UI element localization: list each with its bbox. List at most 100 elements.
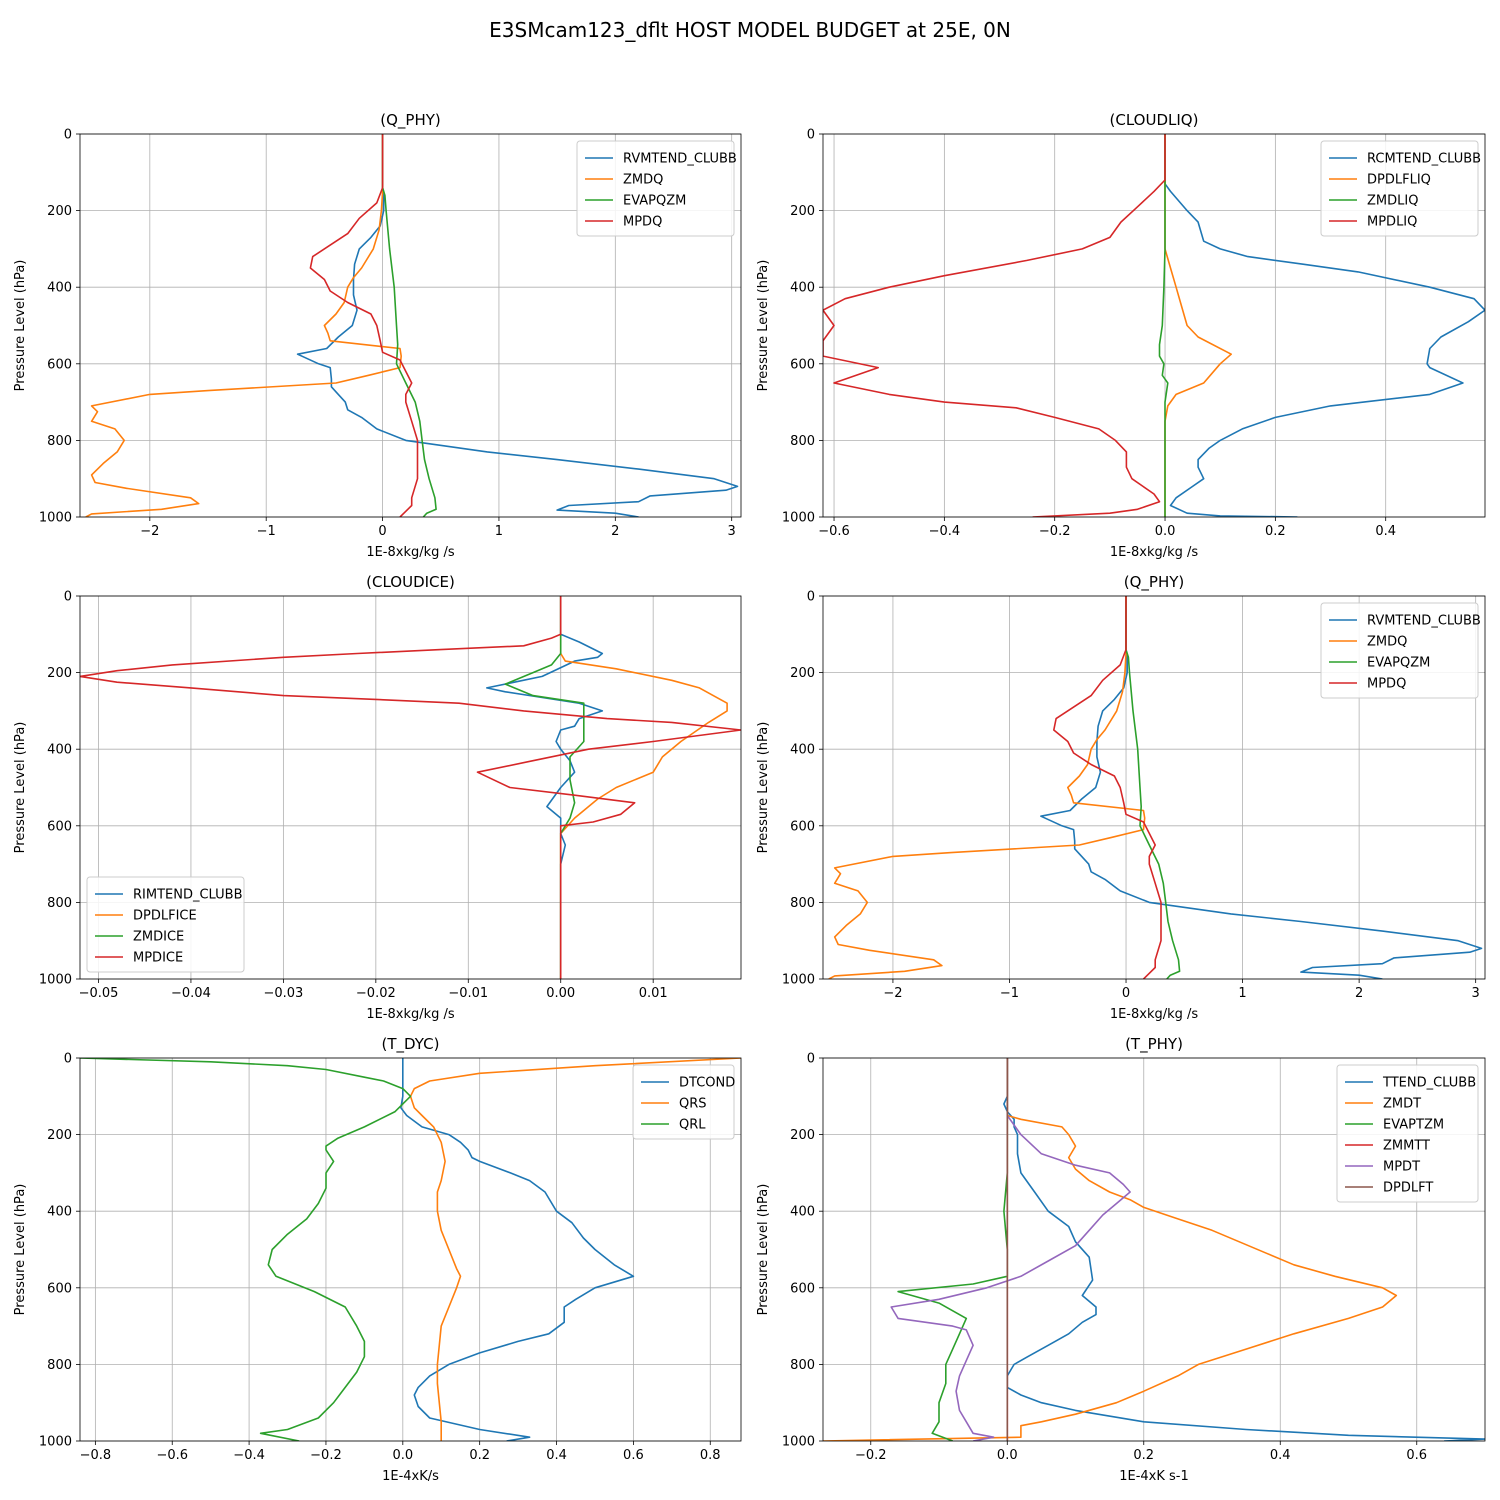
series-line-mpdq — [1053, 596, 1162, 979]
chart-panel-1: −2 −1 0 1 2 3 0 200 400 600 800 1000 (Q_PHY) 1E-8xkg/… — [13, 111, 742, 560]
x-axis-label: 1E-8xkg/kg /s — [366, 1007, 455, 1022]
legend: RVMTEND_CLUBB ZMDQ EVAPQZM MPDQ — [576, 140, 737, 237]
y-tick-label: 200 — [47, 204, 72, 219]
legend-label: DPDLFLIQ — [1367, 173, 1431, 188]
legend-box — [1320, 140, 1479, 237]
series-line-zmdliq — [1158, 134, 1169, 517]
series-line-evaptzm — [897, 1058, 1009, 1441]
x-tick-label: 0 — [1122, 986, 1130, 1001]
series-line-zmdice — [504, 596, 585, 979]
y-tick-label: 600 — [790, 819, 815, 834]
y-axis-label: Pressure Level (hPa) — [756, 1184, 771, 1316]
x-axis-label: 1E-8xkg/kg /s — [366, 545, 455, 560]
x-axis-label: 1E-8xkg/kg /s — [1110, 545, 1199, 560]
plot-frame — [79, 133, 742, 518]
x-tick-label: 1 — [1238, 986, 1246, 1001]
y-tick-label: 800 — [790, 896, 815, 911]
x-tick-label: −0.4 — [929, 524, 961, 539]
legend-label: ZMDICE — [133, 930, 184, 945]
y-axis-label: Pressure Level (hPa) — [13, 260, 28, 392]
y-tick-label: 400 — [790, 1205, 815, 1220]
y-tick-label: 1000 — [782, 511, 815, 526]
x-tick-label: −0.6 — [156, 1448, 188, 1463]
legend-box — [576, 140, 735, 237]
x-tick-label: 0.4 — [546, 1448, 567, 1463]
series-line-zmdq — [85, 134, 403, 517]
legend: RIMTEND_CLUBB DPDLFICE ZMDICE MPDICE — [86, 876, 245, 973]
y-tick-label: 200 — [47, 1128, 72, 1143]
x-tick-label: −0.02 — [356, 986, 396, 1001]
series-line-mpdliq — [823, 134, 1166, 517]
y-tick-label: 400 — [47, 1205, 72, 1220]
legend-label: QRS — [679, 1097, 707, 1112]
x-tick-label: 0.2 — [1265, 524, 1286, 539]
legend-label: MPDQ — [1367, 677, 1406, 692]
x-tick-label: −2 — [140, 524, 159, 539]
legend-box — [1320, 602, 1479, 699]
x-tick-label: −1 — [257, 524, 276, 539]
y-tick-label: 200 — [790, 204, 815, 219]
series-line-rimtend_clubb — [485, 596, 604, 979]
x-tick-label: 0.2 — [1133, 1448, 1154, 1463]
y-tick-label: 800 — [47, 1358, 72, 1373]
y-tick-label: 1000 — [39, 511, 72, 526]
x-tick-label: 0.01 — [639, 986, 668, 1001]
legend-label: ZMDT — [1383, 1097, 1421, 1112]
x-tick-label: 0.6 — [1406, 1448, 1427, 1463]
x-tick-label: 0.0 — [392, 1448, 413, 1463]
y-tick-label: 0 — [807, 590, 815, 605]
y-tick-label: 600 — [47, 357, 72, 372]
series-line-rcmtend_clubb — [1164, 134, 1485, 517]
series-line-evapqzm — [381, 134, 437, 517]
legend-label: EVAPQZM — [1367, 656, 1430, 671]
x-tick-label: −0.03 — [263, 986, 303, 1001]
x-tick-label: −0.04 — [171, 986, 211, 1001]
series-line-mpdt — [890, 1058, 1131, 1441]
y-tick-label: 800 — [47, 434, 72, 449]
x-tick-label: −0.2 — [1039, 524, 1071, 539]
plot-frame — [79, 1057, 742, 1442]
chart-panel-5: −0.8 −0.6 −0.4 −0.2 0.0 0.2 0.4 0.6 0.8 0 200 400 60… — [13, 1035, 742, 1484]
legend-label: QRL — [679, 1118, 706, 1133]
y-tick-label: 600 — [47, 1281, 72, 1296]
x-tick-label: 2 — [611, 524, 619, 539]
y-tick-label: 0 — [807, 128, 815, 143]
x-tick-label: 0 — [378, 524, 386, 539]
y-axis-label: Pressure Level (hPa) — [756, 722, 771, 854]
legend-label: RVMTEND_CLUBB — [623, 152, 737, 167]
y-tick-label: 400 — [47, 743, 72, 758]
plot-frame — [822, 133, 1486, 518]
legend-label: RIMTEND_CLUBB — [133, 888, 243, 903]
y-tick-label: 400 — [790, 281, 815, 296]
legend-label: MPDQ — [623, 215, 662, 230]
legend: RCMTEND_CLUBB DPDLFLIQ ZMDLIQ MPDLIQ — [1320, 140, 1481, 237]
figure-title: E3SMcam123_dflt HOST MODEL BUDGET at 25E… — [489, 18, 1011, 42]
x-tick-label: −0.05 — [79, 986, 119, 1001]
y-tick-label: 0 — [64, 128, 72, 143]
x-tick-label: 0.4 — [1375, 524, 1396, 539]
legend: RVMTEND_CLUBB ZMDQ EVAPQZM MPDQ — [1320, 602, 1481, 699]
legend-label: MPDLIQ — [1367, 215, 1417, 230]
legend-label: ZMDQ — [1367, 635, 1407, 650]
x-tick-label: 2 — [1355, 986, 1363, 1001]
series-line-zmdt — [823, 1058, 1398, 1441]
panel-title: (Q_PHY) — [1124, 573, 1185, 592]
chart-panel-2: −0.6 −0.4 −0.2 0.0 0.2 0.4 0 200 400 600 800 1000 (C… — [756, 111, 1486, 560]
panel-title: (CLOUDLIQ) — [1110, 111, 1199, 129]
legend-label: RCMTEND_CLUBB — [1367, 152, 1481, 167]
chart-panel-4: −2 −1 0 1 2 3 0 200 400 600 800 1000 (Q_PHY) 1E-8xkg/… — [756, 573, 1486, 1022]
legend-label: EVAPQZM — [623, 194, 686, 209]
y-tick-label: 200 — [47, 666, 72, 681]
x-tick-label: 0.0 — [1155, 524, 1176, 539]
panel-title: (CLOUDICE) — [366, 573, 455, 591]
series-line-qrs — [409, 1058, 741, 1441]
y-axis-label: Pressure Level (hPa) — [13, 722, 28, 854]
x-axis-label: 1E-4xK s-1 — [1119, 1469, 1189, 1484]
series-line-zmdq — [828, 596, 1146, 979]
y-tick-label: 800 — [47, 896, 72, 911]
x-axis-label: 1E-8xkg/kg /s — [1110, 1007, 1199, 1022]
x-tick-label: −2 — [883, 986, 902, 1001]
y-tick-label: 0 — [807, 1052, 815, 1067]
legend-box — [1336, 1064, 1479, 1203]
